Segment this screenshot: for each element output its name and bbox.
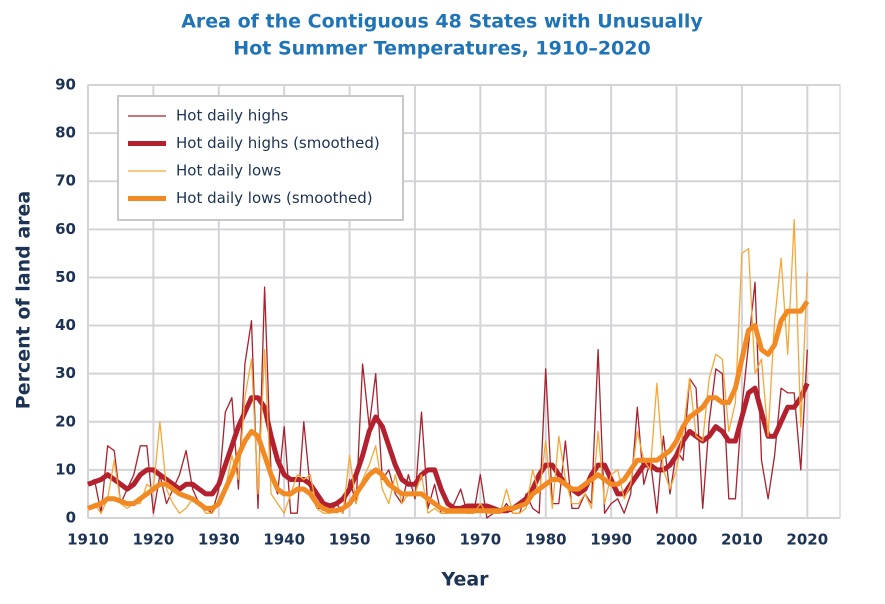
y-tick-label: 90 [55, 76, 76, 94]
x-tick-label: 2020 [786, 531, 828, 549]
x-tick-label: 1920 [133, 531, 175, 549]
chart-title: Area of the Contiguous 48 States with Un… [181, 11, 703, 33]
x-tick-label: 1980 [525, 531, 567, 549]
x-axis-label: Year [440, 569, 489, 591]
y-tick-label: 50 [55, 268, 76, 286]
y-tick-label: 70 [55, 172, 76, 190]
y-axis-label: Percent of land area [13, 191, 35, 409]
x-tick-label: 1910 [67, 531, 109, 549]
y-tick-label: 40 [55, 316, 76, 334]
x-tick-label: 1930 [198, 531, 240, 549]
chart-title: Hot Summer Temperatures, 1910–2020 [233, 38, 650, 60]
x-tick-label: 1950 [329, 531, 371, 549]
series-line [87, 300, 810, 514]
y-tick-label: 60 [55, 220, 76, 238]
series-line [87, 382, 810, 514]
y-tick-label: 20 [55, 412, 76, 430]
x-tick-label: 1970 [459, 531, 501, 549]
y-tick-label: 30 [55, 364, 76, 382]
x-tick-label: 2010 [721, 531, 763, 549]
y-tick-label: 0 [66, 509, 76, 527]
y-tick-label: 80 [55, 124, 76, 142]
x-tick-label: 1960 [394, 531, 436, 549]
legend-label: Hot daily lows [176, 162, 281, 180]
legend-label: Hot daily highs (smoothed) [176, 134, 380, 152]
x-tick-label: 1990 [590, 531, 632, 549]
y-tick-label: 10 [55, 460, 76, 478]
legend-label: Hot daily highs [176, 107, 289, 125]
x-tick-label: 2000 [656, 531, 698, 549]
legend-label: Hot daily lows (smoothed) [176, 189, 373, 207]
x-tick-label: 1940 [263, 531, 305, 549]
